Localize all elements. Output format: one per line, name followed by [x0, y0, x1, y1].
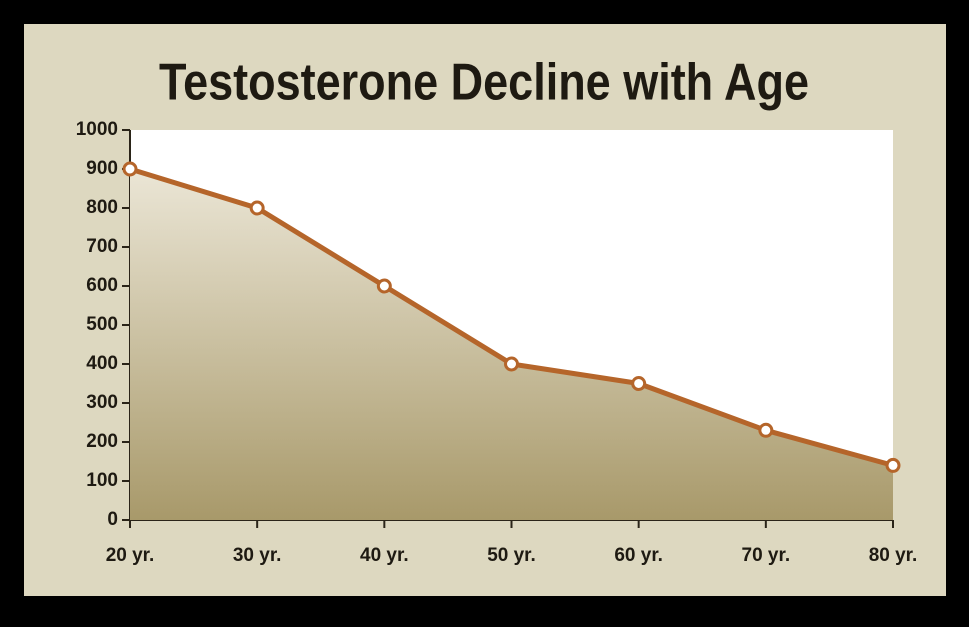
- y-tick-label: 700: [86, 236, 118, 257]
- marker: [504, 356, 519, 372]
- x-tick-label: 40 yr.: [360, 545, 409, 566]
- y-tick-label: 0: [107, 509, 118, 530]
- chart-title: Testosterone Decline with Age: [159, 54, 809, 112]
- y-tick-label: 900: [86, 158, 118, 179]
- y-tick-label: 200: [86, 431, 118, 452]
- plot: 0 100 200 300 400 500 600 700 800 900 1000 20 yr. 30…: [76, 119, 918, 566]
- x-tick-label: 80 yr.: [869, 545, 918, 566]
- marker: [885, 457, 901, 473]
- marker: [631, 376, 647, 391]
- x-tick-label: 70 yr.: [742, 545, 791, 566]
- y-tick-label: 400: [86, 353, 118, 374]
- x-tick-label: 20 yr.: [106, 545, 155, 566]
- y-tick-label: 600: [86, 275, 118, 296]
- area: [130, 169, 893, 520]
- marker: [758, 422, 774, 438]
- y-tick-label: 100: [86, 470, 118, 491]
- y-tick-label: 500: [86, 314, 118, 335]
- marker: [249, 200, 265, 216]
- x-tick-label: 60 yr.: [614, 545, 663, 566]
- marker: [376, 278, 392, 294]
- marker: [122, 161, 138, 177]
- y-tick-label: 800: [86, 197, 118, 218]
- x-tick-label: 50 yr.: [487, 545, 536, 566]
- y-tick-label: 1000: [76, 119, 118, 140]
- x-tick-label: 30 yr.: [233, 545, 282, 566]
- y-tick-label: 300: [86, 392, 118, 413]
